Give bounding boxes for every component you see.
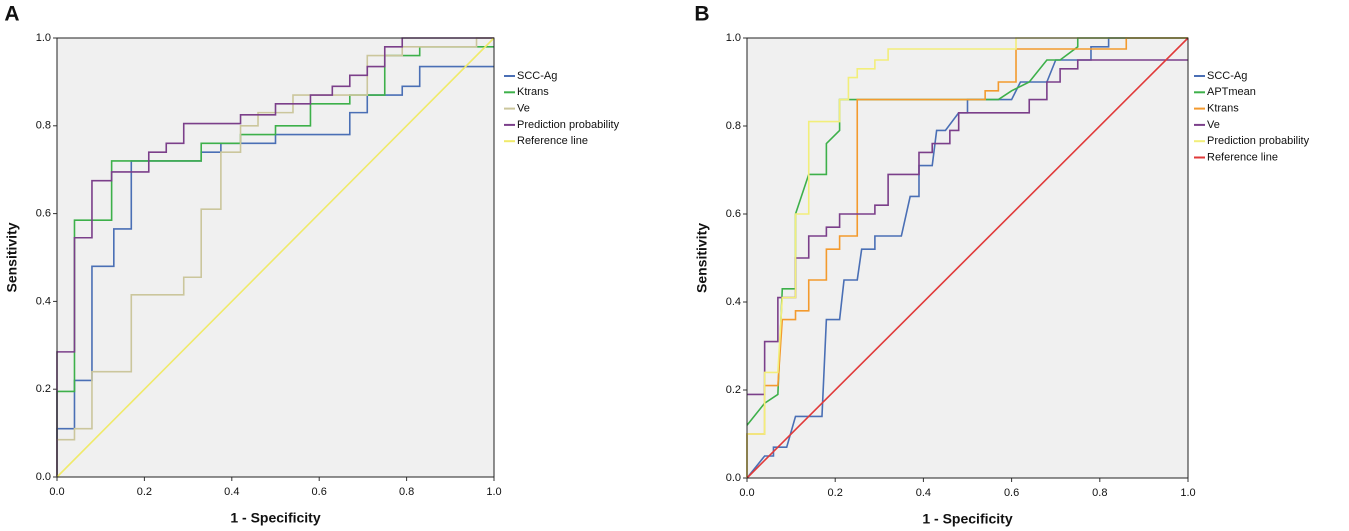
roc-curve [746,37,1188,426]
x-tick-label: 0.4 [916,487,931,499]
x-tick-label: 0.6 [312,486,327,498]
x-tick-label: 0.2 [828,487,843,499]
y-axis-label: Sensitivity [4,222,20,292]
legend-label: Reference line [1207,151,1278,163]
x-tick-label: 1.0 [1180,487,1195,499]
legend-label: SCC-Ag [517,70,557,82]
roc-curve [56,45,494,477]
legend-label: Ve [517,103,530,115]
roc-curve [746,37,1188,478]
roc-curve [746,37,1188,478]
y-tick-label: 0.4 [36,295,51,307]
y-tick-label: 0.0 [36,471,51,483]
legend-label: SCC-Ag [1207,70,1247,82]
legend-label: APTmean [1207,86,1256,98]
x-tick-label: 0.4 [224,486,239,498]
plot-frame [56,37,495,478]
x-tick-label: 0.0 [49,486,64,498]
legend-label: Prediction probability [1207,135,1310,147]
legend-label: Reference line [517,135,588,147]
roc-curve [746,37,1188,479]
panel-label: A [4,3,19,26]
y-axis-label: Sensitivity [694,223,710,293]
y-tick-label: 1.0 [726,32,741,44]
legend-label: Ktrans [1207,103,1239,115]
x-tick-label: 0.6 [1004,487,1019,499]
y-tick-label: 0.6 [726,208,741,220]
x-tick-label: 1.0 [486,486,501,498]
y-tick-label: 0.0 [726,472,741,484]
x-tick-label: 0.8 [1092,487,1107,499]
y-tick-label: 0.8 [726,120,741,132]
y-tick-label: 0.4 [726,296,741,308]
roc-curve [56,37,494,477]
y-tick-label: 1.0 [36,32,51,44]
x-tick-label: 0.8 [399,486,414,498]
x-axis-label: 1 - Specificity [922,511,1012,527]
y-tick-label: 0.6 [36,208,51,220]
y-tick-label: 0.8 [36,120,51,132]
x-axis-label: 1 - Specificity [230,510,320,526]
legend-label: Prediction probability [517,119,620,131]
y-tick-label: 0.2 [36,383,51,395]
roc-curve [56,37,495,478]
roc-curve [56,37,494,477]
x-tick-label: 0.2 [137,486,152,498]
legend-label: Ktrans [517,86,549,98]
roc-curve [746,37,1189,479]
legend-label: Ve [1207,119,1220,131]
y-tick-label: 0.2 [726,384,741,396]
x-tick-label: 0.0 [739,487,754,499]
plot-frame [746,37,1189,479]
panel-label: B [694,3,709,26]
